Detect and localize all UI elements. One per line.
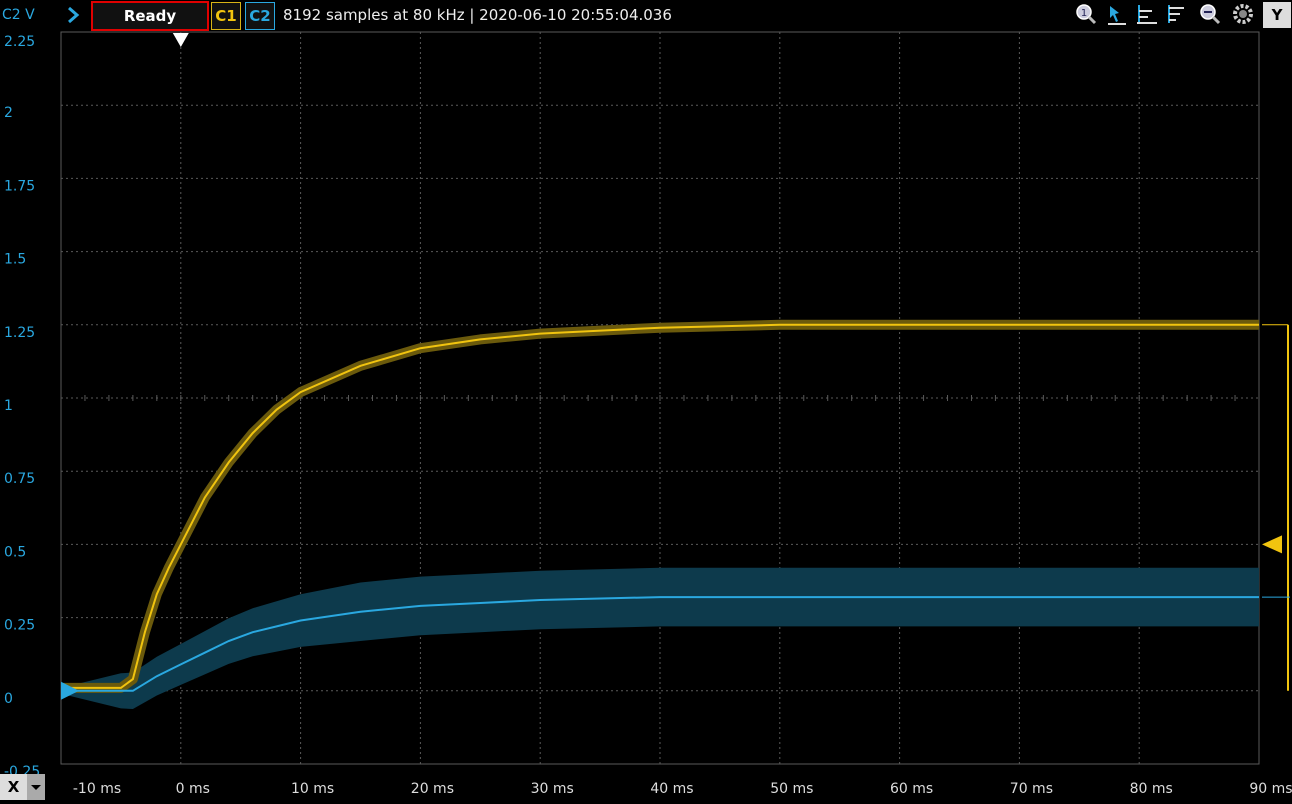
c2-series-line[interactable] [61,596,1259,692]
x-tick-label: 20 ms [411,781,454,797]
svg-text:1: 1 [1081,8,1087,19]
y-tick-label: 2 [4,105,13,121]
chevron-down-icon [31,785,41,790]
y-axis-channel-label: C2 V [2,7,35,23]
c1-series-line[interactable] [61,323,1259,689]
settings-gear-icon[interactable] [1232,3,1254,25]
align-left-icon[interactable] [1136,3,1158,25]
c2-envelope [61,567,1259,709]
x-tick-label: 80 ms [1130,781,1173,797]
x-axis-dropdown[interactable] [27,774,45,800]
zoom-out-icon[interactable] [1199,3,1221,25]
x-tick-label: 40 ms [650,781,693,797]
acquisition-status-button[interactable]: Ready [91,1,209,31]
y-tick-label: 0.75 [4,471,35,487]
x-tick-label: 70 ms [1010,781,1053,797]
x-tick-label: 30 ms [531,781,574,797]
cursor-icon[interactable] [1106,3,1128,25]
x-tick-label: 60 ms [890,781,933,797]
y-tick-label: 0 [4,691,13,707]
x-tick-label: 0 ms [176,781,210,797]
zoom-in-icon[interactable]: 1 [1075,3,1097,25]
x-tick-label: 90 ms [1249,781,1292,797]
y-tick-label: 1.5 [4,252,26,268]
x-tick-label: 10 ms [291,781,334,797]
x-tick-label: 50 ms [770,781,813,797]
y-tick-label: 2.25 [4,34,35,50]
trigger-time-marker[interactable] [172,33,189,47]
c2-offset-marker[interactable] [61,681,79,700]
trigger-level-marker[interactable] [1262,535,1282,554]
channel-2-button[interactable]: C2 [245,2,275,30]
y-tick-label: 1.25 [4,325,35,341]
y-tick-label: 0.25 [4,618,35,634]
y-axis-button[interactable]: Y [1263,2,1291,28]
x-tick-label: -10 ms [73,781,121,797]
y-tick-label: 1.75 [4,178,35,194]
acquisition-info: 8192 samples at 80 kHz | 2020-06-10 20:5… [283,6,672,24]
y-tick-label: 0.5 [4,544,26,560]
run-chevron-icon[interactable] [64,5,82,25]
align-icon[interactable] [1166,3,1188,25]
x-axis-button[interactable]: X [0,774,27,800]
channel-1-button[interactable]: C1 [211,2,241,30]
y-tick-label: 1 [4,398,13,414]
